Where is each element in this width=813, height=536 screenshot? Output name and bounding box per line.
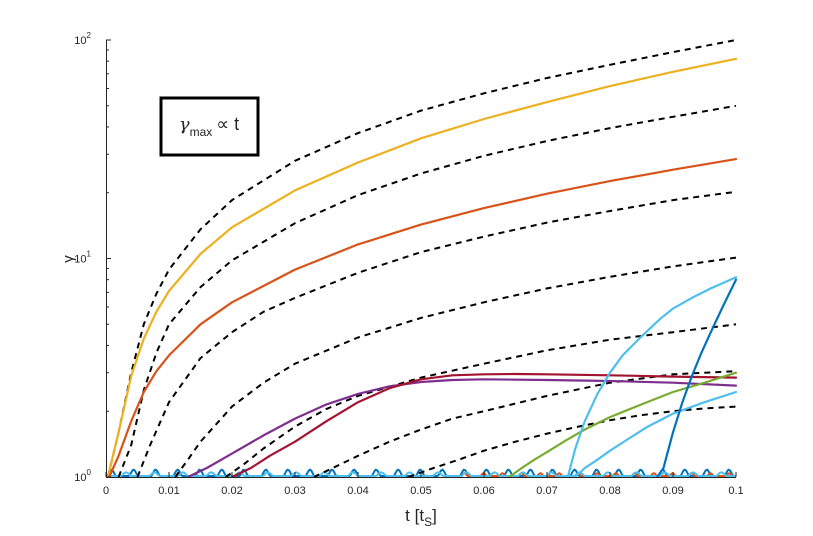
x-tick-label: 0.08 — [599, 485, 620, 497]
x-tick-label: 0.02 — [221, 485, 242, 497]
x-tick-label: 0.06 — [473, 485, 494, 497]
x-axis-label: t [tS] — [405, 506, 437, 529]
series-run-5 — [508, 371, 738, 479]
series-reference-6 — [313, 370, 737, 478]
x-tick-label: 0.1 — [728, 485, 743, 497]
x-tick-label: 0.03 — [284, 485, 305, 497]
series-run-7 — [574, 390, 738, 479]
annotation-frame — [159, 96, 260, 157]
y-tick-label: 100 — [74, 468, 91, 484]
x-tick-label: 0.05 — [410, 485, 431, 497]
series-run-1 — [106, 57, 738, 479]
series-run-6 — [566, 276, 738, 479]
y-axis-label: γ — [60, 255, 77, 263]
annotation-box: γmax ∝ t — [159, 96, 260, 157]
annotation-text: γmax ∝ t — [179, 114, 239, 139]
series-run-2 — [108, 158, 738, 479]
series-reference-3 — [136, 190, 737, 478]
x-tick-label: 0.04 — [347, 485, 368, 497]
y-tick-label: 101 — [74, 250, 91, 266]
annotation-subscript: max — [190, 125, 213, 139]
x-tick-label: 0.01 — [158, 485, 179, 497]
x-tick-label: 0.09 — [662, 485, 683, 497]
annotation-relation: ∝ t — [216, 114, 239, 134]
y-tick-label: 102 — [74, 31, 91, 47]
x-axis-label-main: t [t — [405, 506, 424, 525]
series-run-8 — [656, 278, 738, 479]
x-axis-ticks: 0 0.01 0.02 0.03 0.04 0.05 0.06 0.07 0.08 0.09 0.1 — [103, 472, 744, 497]
series-reference-5 — [225, 323, 737, 478]
series-reference-4 — [174, 256, 737, 478]
series-reference-1 — [106, 39, 737, 478]
x-axis-label-close: ] — [432, 506, 437, 525]
series-reference-2 — [117, 104, 737, 478]
annotation-symbol: γ — [179, 114, 190, 135]
x-tick-label: 0 — [103, 485, 109, 497]
y-axis-ticks: 100 101 102 — [74, 31, 111, 484]
x-axis-label-subscript: S — [424, 515, 432, 529]
x-tick-label: 0.07 — [536, 485, 557, 497]
series-run-3 — [186, 378, 738, 479]
plot-series — [106, 39, 738, 479]
series-run-4 — [230, 372, 738, 479]
